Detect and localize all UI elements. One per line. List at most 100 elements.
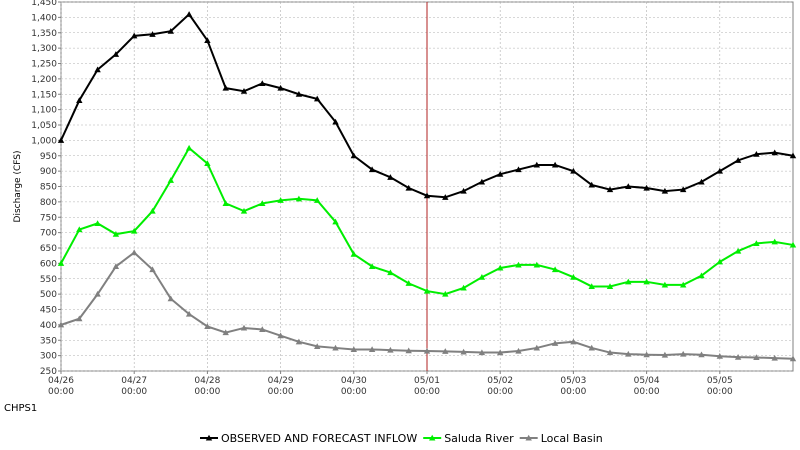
- data-point: [771, 354, 778, 361]
- data-point: [698, 272, 705, 279]
- data-point: [240, 207, 248, 214]
- x-tick-date: 04/28: [194, 376, 220, 386]
- data-point: [606, 186, 614, 193]
- data-point: [368, 263, 376, 270]
- x-tick-date: 04/26: [48, 376, 74, 386]
- data-point: [314, 95, 321, 102]
- data-point: [131, 249, 138, 256]
- y-tick-label: 550: [40, 275, 57, 285]
- data-point: [149, 31, 156, 37]
- data-point: [314, 197, 321, 203]
- data-point: [442, 348, 449, 354]
- data-point: [295, 338, 303, 345]
- y-tick-label: 400: [40, 321, 57, 331]
- legend-swatch-marker: [429, 434, 436, 441]
- data-point: [277, 197, 284, 203]
- x-tick-date: 05/01: [414, 376, 440, 386]
- y-tick-label: 1,450: [31, 0, 57, 8]
- data-point: [533, 344, 540, 351]
- data-point: [625, 183, 632, 190]
- x-tick-date: 04/30: [341, 376, 367, 386]
- data-point: [625, 278, 632, 285]
- data-point: [478, 349, 486, 356]
- data-point: [643, 278, 650, 285]
- data-point: [167, 177, 174, 183]
- data-point: [515, 347, 522, 354]
- data-point: [57, 260, 65, 266]
- chart-legend[interactable]: OBSERVED AND FORECAST INFLOW Saluda River…: [200, 432, 603, 445]
- x-tick-time: 00:00: [194, 387, 220, 397]
- data-point: [259, 326, 266, 333]
- data-point: [314, 343, 321, 349]
- data-point: [734, 157, 742, 163]
- data-point: [295, 91, 303, 97]
- data-point: [332, 218, 339, 225]
- data-point: [76, 97, 83, 103]
- data-point: [185, 11, 193, 17]
- data-point: [606, 349, 614, 356]
- data-point: [222, 329, 229, 336]
- y-tick-label: 1,400: [31, 13, 57, 23]
- x-tick-time: 00:00: [487, 387, 513, 397]
- data-point: [570, 167, 577, 174]
- x-tick-time: 00:00: [121, 387, 147, 397]
- data-point: [185, 310, 193, 317]
- data-point: [76, 315, 83, 322]
- data-point: [57, 137, 65, 143]
- data-point: [204, 160, 211, 166]
- x-tick-date: 05/05: [707, 376, 733, 386]
- x-tick-date: 05/02: [487, 376, 513, 386]
- data-point: [698, 178, 705, 185]
- data-point: [76, 226, 83, 233]
- data-point: [661, 187, 669, 194]
- data-point: [259, 200, 266, 206]
- data-point: [149, 266, 156, 273]
- data-point: [204, 37, 211, 43]
- data-point: [643, 351, 650, 358]
- data-point: [533, 261, 540, 268]
- data-point: [716, 167, 723, 174]
- data-point: [167, 295, 174, 302]
- data-point: [131, 227, 138, 234]
- data-point: [277, 332, 284, 339]
- data-point: [533, 161, 540, 168]
- data-point: [570, 274, 577, 280]
- y-tick-label: 1,350: [31, 29, 57, 39]
- data-point: [332, 344, 339, 351]
- data-point: [204, 323, 211, 329]
- data-point: [368, 166, 376, 173]
- data-point: [789, 241, 797, 248]
- data-point: [423, 287, 431, 294]
- data-point: [94, 290, 101, 297]
- data-point: [734, 353, 742, 360]
- data-point: [442, 194, 449, 200]
- data-point: [350, 250, 357, 257]
- data-point: [789, 355, 797, 362]
- data-point: [405, 280, 412, 286]
- data-point: [240, 87, 248, 94]
- data-point: [771, 149, 778, 156]
- x-tick-time: 00:00: [560, 387, 586, 397]
- y-tick-label: 950: [40, 152, 57, 162]
- data-point: [387, 174, 394, 180]
- data-point: [753, 151, 760, 157]
- data-point: [332, 118, 339, 125]
- y-tick-label: 300: [40, 352, 57, 362]
- data-point: [149, 207, 156, 214]
- y-tick-label: 1,000: [31, 136, 57, 146]
- data-point: [350, 346, 357, 353]
- y-tick-label: 900: [40, 167, 57, 177]
- y-tick-label: 1,200: [31, 75, 57, 85]
- y-tick-label: 1,100: [31, 106, 57, 116]
- chart-series: [57, 2, 797, 371]
- data-point: [222, 84, 229, 91]
- x-tick-time: 00:00: [268, 387, 294, 397]
- data-point: [606, 283, 614, 289]
- y-tick-label: 850: [40, 183, 57, 193]
- data-point: [442, 290, 449, 297]
- data-point: [423, 347, 431, 354]
- data-point: [698, 351, 705, 358]
- y-tick-label: 1,050: [31, 121, 57, 131]
- y-tick-label: 750: [40, 213, 57, 223]
